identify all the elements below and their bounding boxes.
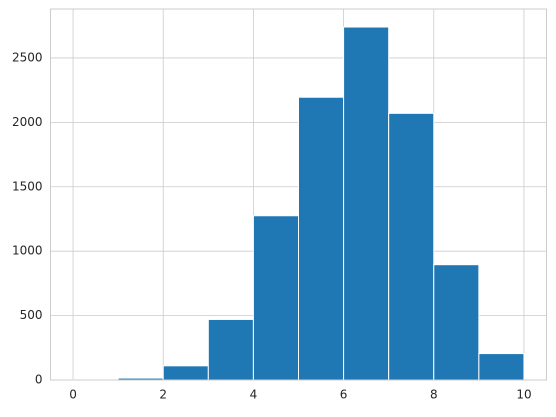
x-tick-label: 2 <box>159 388 167 402</box>
bar <box>253 216 298 380</box>
x-tick-label: 0 <box>69 388 77 402</box>
y-tick-label: 2500 <box>12 50 43 64</box>
x-tick-label: 10 <box>516 388 531 402</box>
y-tick-label: 1000 <box>12 244 43 258</box>
y-tick-label: 1500 <box>12 179 43 193</box>
y-tick-label: 2000 <box>12 115 43 129</box>
bar <box>163 366 208 380</box>
y-tick-label: 500 <box>20 308 43 322</box>
bar <box>434 265 479 380</box>
bar <box>479 354 524 380</box>
bar <box>299 97 344 380</box>
bar <box>208 319 253 380</box>
x-tick-label: 6 <box>340 388 348 402</box>
y-tick-label: 0 <box>35 373 43 387</box>
bar <box>389 113 434 380</box>
bar <box>344 27 389 380</box>
x-tick-label: 8 <box>430 388 438 402</box>
x-tick-label: 4 <box>250 388 258 402</box>
